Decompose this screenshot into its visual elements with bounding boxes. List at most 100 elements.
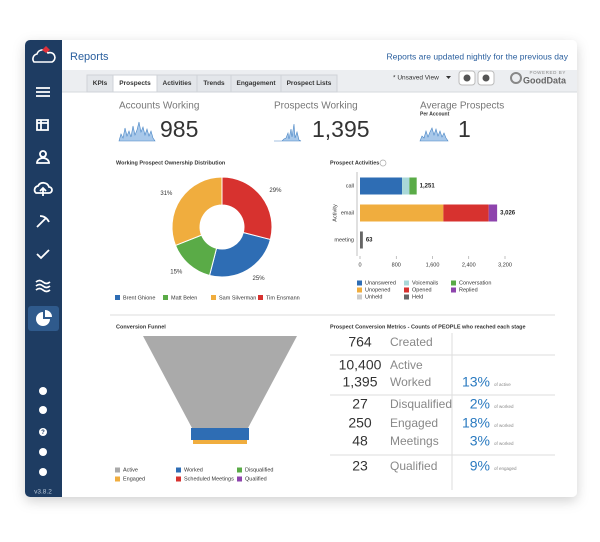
kpi-sparkline xyxy=(419,127,449,142)
metric-stage: Disqualified xyxy=(390,397,452,411)
icon-waves xyxy=(35,279,51,293)
axis-label: Activity xyxy=(332,204,338,222)
view-selector[interactable]: * Unsaved View xyxy=(393,75,439,82)
pie-slice xyxy=(171,176,223,247)
metric-count: 27 xyxy=(352,396,368,412)
metric-count: 23 xyxy=(352,458,368,474)
total-label: 63 xyxy=(366,238,373,244)
icon-pie-wedge xyxy=(45,310,52,317)
legend-swatch xyxy=(404,287,409,293)
version: v3.8.2 xyxy=(34,489,52,496)
legend-swatch xyxy=(357,280,362,286)
legend-label: Opened xyxy=(412,287,432,293)
legend-swatch xyxy=(176,467,181,473)
icon-bell xyxy=(39,387,47,395)
x-tick-label: 800 xyxy=(392,262,401,268)
kpi-label: Accounts Working xyxy=(119,101,199,112)
tab-label[interactable]: Activities xyxy=(163,80,192,87)
legend-swatch xyxy=(237,476,242,482)
legend-label: Unanswered xyxy=(365,280,396,286)
icon-pick xyxy=(36,215,50,228)
legend-swatch xyxy=(163,295,168,300)
tool-icon xyxy=(463,74,471,82)
pie-slice xyxy=(208,231,272,278)
icon-gear xyxy=(39,468,47,476)
metric-count: 48 xyxy=(352,433,368,449)
metric-percent: 9% xyxy=(470,458,490,474)
pie-slice xyxy=(221,176,273,241)
slice-label: 31% xyxy=(160,191,173,197)
metric-basis: of engaged xyxy=(494,466,517,471)
sidebar xyxy=(25,40,62,497)
legend-label: Qualified xyxy=(245,476,267,482)
funnel-engaged xyxy=(193,440,247,444)
tab-label[interactable]: KPIs xyxy=(93,80,108,87)
metric-stage: Worked xyxy=(390,375,431,389)
icon-gauge xyxy=(39,406,47,414)
metric-count: 764 xyxy=(348,334,372,350)
legend-label: Sam Silverman xyxy=(219,295,256,301)
bar-segment xyxy=(360,231,363,249)
icon-pie xyxy=(36,312,50,326)
kpi-label: Average Prospects xyxy=(420,101,504,112)
y-tick-label: call xyxy=(346,183,354,189)
metric-count: 1,395 xyxy=(342,374,377,390)
slice-label: 15% xyxy=(170,270,183,276)
info-icon[interactable] xyxy=(379,159,387,167)
legend-label: Disqualified xyxy=(245,467,273,473)
legend-label: Scheduled Meetings xyxy=(184,476,234,482)
legend-swatch xyxy=(176,476,181,482)
slice-label: 29% xyxy=(269,188,282,194)
view-caret xyxy=(446,76,451,79)
icon-person xyxy=(36,150,50,164)
metric-percent: 13% xyxy=(462,374,490,390)
metric-basis: of worked xyxy=(494,423,514,428)
tab-label[interactable]: Prospect Lists xyxy=(287,80,332,87)
icon-upload xyxy=(33,181,53,196)
icon-gears xyxy=(39,448,47,456)
legend-label: Unheld xyxy=(365,294,382,300)
tab-label[interactable]: Prospects xyxy=(119,80,151,87)
kpi-value: 1 xyxy=(458,116,471,142)
total-label: 1,251 xyxy=(420,184,436,190)
tab-label[interactable]: Engagement xyxy=(236,80,276,87)
active-nav xyxy=(28,306,59,331)
tab[interactable] xyxy=(280,74,338,93)
legend-swatch xyxy=(451,287,456,293)
bar-segment xyxy=(402,177,410,195)
legend-label: Matt Belen xyxy=(171,295,197,301)
kpi-value: 1,395 xyxy=(312,116,370,142)
legend-swatch xyxy=(237,467,242,473)
funnel-title: Conversion Funnel xyxy=(116,324,166,330)
x-tick-label: 1,600 xyxy=(426,262,440,268)
metrics-title: Prospect Conversion Metrics - Counts of … xyxy=(330,324,526,330)
total-label: 3,026 xyxy=(500,211,516,217)
slice-label: 25% xyxy=(253,276,266,282)
metric-count: 10,400 xyxy=(339,357,382,373)
legend-swatch xyxy=(451,280,456,286)
metric-basis: of worked xyxy=(494,441,514,446)
metric-percent: 2% xyxy=(470,396,490,412)
powered-by: POWERED BY xyxy=(529,70,566,75)
icon-help xyxy=(39,428,47,436)
legend-swatch xyxy=(258,295,263,300)
metric-stage: Meetings xyxy=(390,434,439,448)
brand-logo xyxy=(510,72,522,84)
metric-count: 250 xyxy=(348,415,372,431)
x-tick-label: 0 xyxy=(358,262,361,268)
kpi-sparkline xyxy=(118,121,156,142)
metric-basis: of worked xyxy=(494,404,514,409)
icon-grid xyxy=(36,119,49,131)
brand: GoodData xyxy=(523,75,567,85)
header-note: Reports are updated nightly for the prev… xyxy=(387,51,569,61)
tab-label[interactable]: Trends xyxy=(203,80,225,87)
chart-title: Prospect Activities xyxy=(330,160,379,166)
legend-label: Tim Ensmann xyxy=(266,295,300,301)
metric-stage: Created xyxy=(390,335,433,349)
funnel-body xyxy=(143,336,297,428)
legend-swatch xyxy=(404,294,409,300)
metric-percent: 3% xyxy=(470,433,490,449)
bar-segment xyxy=(360,177,403,195)
legend-swatch xyxy=(357,287,362,293)
